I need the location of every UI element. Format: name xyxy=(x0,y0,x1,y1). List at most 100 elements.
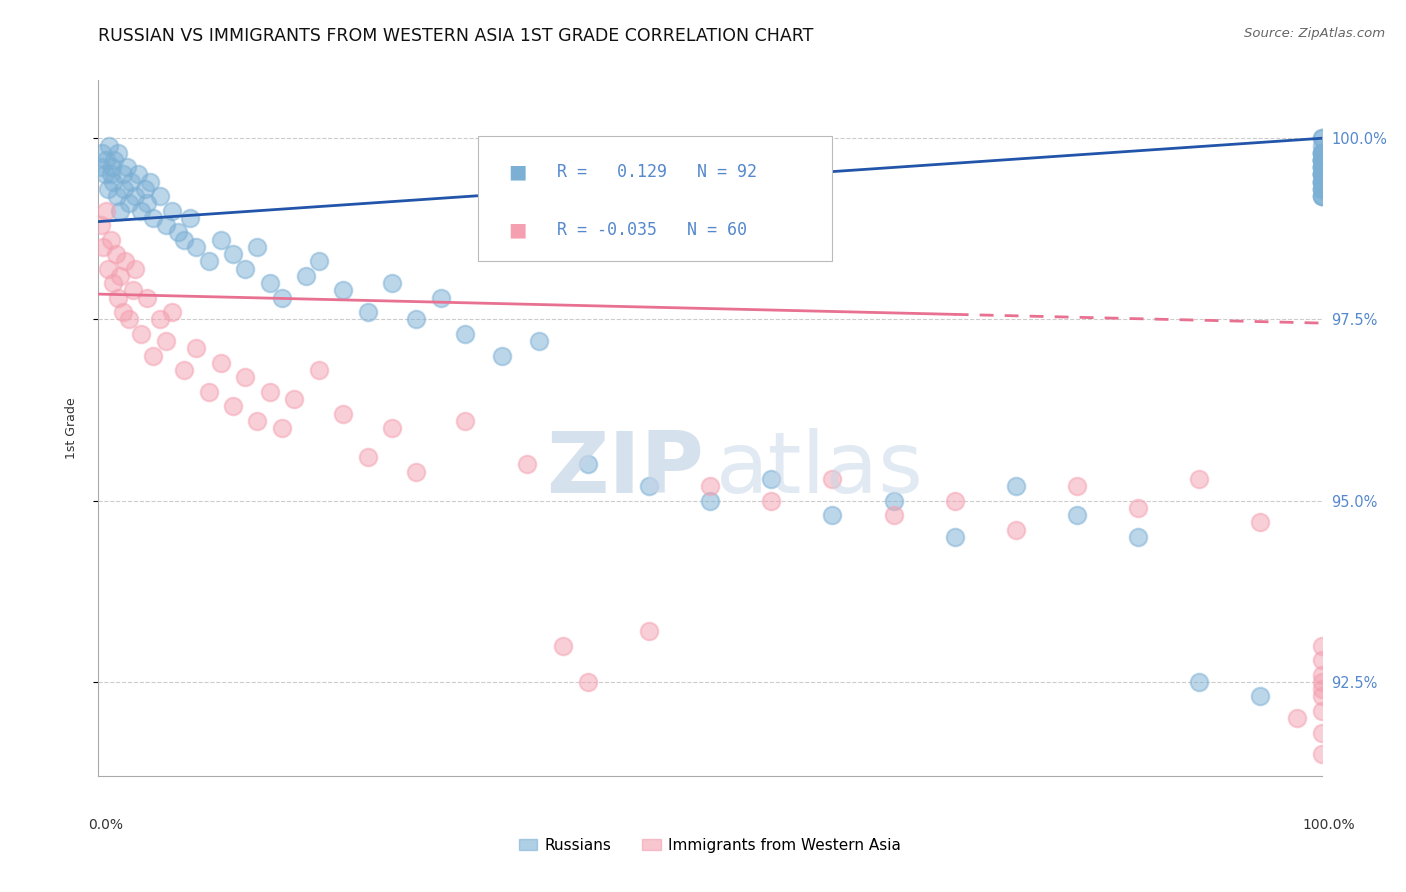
Point xyxy=(1310,161,1333,175)
Point xyxy=(111,168,134,182)
Point xyxy=(197,384,219,399)
Text: R = -0.035   N = 60: R = -0.035 N = 60 xyxy=(557,221,747,239)
Point xyxy=(1250,516,1272,530)
Point xyxy=(186,342,208,356)
Point xyxy=(454,326,477,341)
Point xyxy=(527,334,550,349)
Point xyxy=(430,291,453,305)
Point xyxy=(173,363,195,377)
Point xyxy=(97,261,120,276)
Point xyxy=(1310,168,1333,182)
FancyBboxPatch shape xyxy=(478,136,832,261)
Point xyxy=(186,240,208,254)
Point xyxy=(1310,145,1333,160)
Point xyxy=(761,493,783,508)
Point xyxy=(1310,189,1333,203)
Point xyxy=(97,182,120,196)
Point xyxy=(134,182,156,196)
Point xyxy=(491,349,513,363)
Point xyxy=(91,145,114,160)
Point xyxy=(1004,479,1026,493)
Point xyxy=(1310,639,1333,653)
Point xyxy=(821,508,844,523)
Point xyxy=(1310,653,1333,667)
Point xyxy=(149,189,172,203)
Point xyxy=(222,247,245,261)
Point xyxy=(105,189,128,203)
Point xyxy=(308,254,330,268)
Point xyxy=(270,421,294,435)
Point xyxy=(454,414,477,428)
Point xyxy=(90,219,112,233)
Point xyxy=(1310,674,1333,689)
Point xyxy=(1310,153,1333,167)
Point xyxy=(100,168,122,182)
Point xyxy=(124,189,146,203)
Point xyxy=(516,458,538,472)
Point xyxy=(1128,500,1150,515)
Point xyxy=(1310,681,1333,696)
Point xyxy=(332,407,354,421)
Point xyxy=(149,312,172,326)
Point xyxy=(101,161,124,175)
Point xyxy=(179,211,201,225)
Point xyxy=(1310,175,1333,189)
Point xyxy=(114,254,136,268)
Point xyxy=(142,349,165,363)
Point xyxy=(1310,153,1333,167)
Point xyxy=(1310,145,1333,160)
Text: R =   0.129   N = 92: R = 0.129 N = 92 xyxy=(557,163,756,181)
Point xyxy=(576,458,599,472)
Point xyxy=(103,153,125,167)
Legend: Russians, Immigrants from Western Asia: Russians, Immigrants from Western Asia xyxy=(513,831,907,859)
Point xyxy=(1310,161,1333,175)
Point xyxy=(259,384,281,399)
Point xyxy=(1310,182,1333,196)
Point xyxy=(129,203,152,218)
Text: Source: ZipAtlas.com: Source: ZipAtlas.com xyxy=(1244,27,1385,40)
Point xyxy=(1188,674,1211,689)
Point xyxy=(233,261,256,276)
Point xyxy=(699,479,721,493)
Point xyxy=(107,291,129,305)
Point xyxy=(155,219,177,233)
Point xyxy=(1310,168,1333,182)
Point xyxy=(209,356,232,370)
Point xyxy=(110,203,132,218)
Point xyxy=(98,138,121,153)
Point xyxy=(1066,508,1088,523)
Point xyxy=(94,153,117,167)
Point xyxy=(576,674,599,689)
Point xyxy=(883,508,905,523)
Point xyxy=(283,392,305,407)
Point xyxy=(332,284,354,298)
Point xyxy=(381,421,404,435)
Point xyxy=(127,168,149,182)
Point xyxy=(1066,479,1088,493)
Point xyxy=(124,261,146,276)
Point xyxy=(1310,153,1333,167)
Point xyxy=(1310,145,1333,160)
Point xyxy=(405,465,427,479)
Point xyxy=(883,493,905,508)
Point xyxy=(1310,168,1333,182)
Point xyxy=(1310,667,1333,681)
Point xyxy=(1310,704,1333,718)
Point xyxy=(209,233,232,247)
Point xyxy=(1310,175,1333,189)
Point xyxy=(308,363,330,377)
Point xyxy=(1310,153,1333,167)
Point xyxy=(121,284,143,298)
Point xyxy=(381,277,404,291)
Point xyxy=(1004,523,1026,537)
Point xyxy=(943,530,966,544)
Point xyxy=(120,175,142,189)
Point xyxy=(110,268,132,283)
Point xyxy=(167,226,190,240)
Point xyxy=(1310,725,1333,739)
Point xyxy=(270,291,294,305)
Point xyxy=(115,161,138,175)
Point xyxy=(1310,175,1333,189)
Point xyxy=(405,312,427,326)
Point xyxy=(1310,747,1333,762)
